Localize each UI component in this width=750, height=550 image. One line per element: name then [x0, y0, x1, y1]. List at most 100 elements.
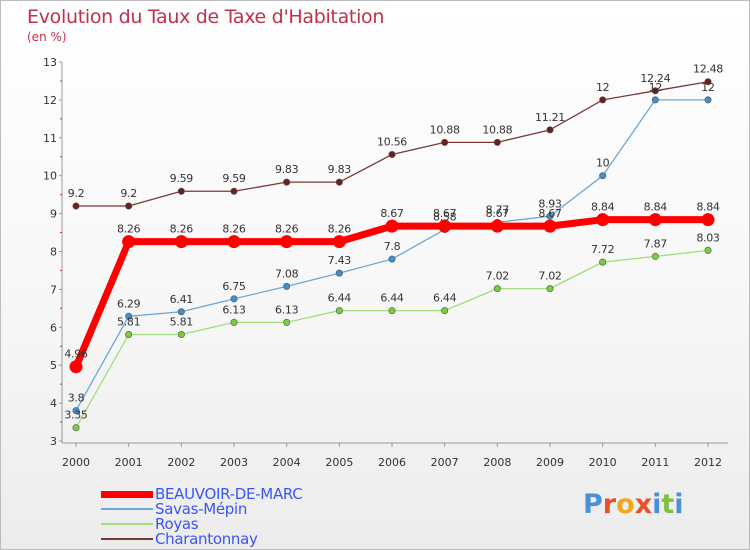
data-point: [441, 307, 449, 315]
data-label: 8.26: [222, 223, 246, 236]
data-point: [599, 172, 607, 180]
data-label: 6.44: [433, 292, 457, 305]
y-tick-label: 10: [43, 170, 57, 183]
data-point: [177, 331, 185, 339]
data-label: 5.81: [117, 316, 140, 329]
data-label: 7.02: [486, 270, 509, 283]
data-label: 6.13: [222, 303, 246, 316]
chart-title: Evolution du Taux de Taxe d'Habitation: [27, 6, 385, 28]
data-point: [125, 202, 133, 210]
data-point: [490, 219, 504, 233]
data-label: 10.88: [430, 123, 460, 136]
data-point: [125, 331, 133, 339]
data-point: [69, 360, 83, 374]
data-point: [651, 252, 659, 260]
data-label: 12: [649, 81, 662, 94]
data-point: [230, 318, 238, 326]
data-point: [648, 213, 662, 227]
legend-label: Savas-Mépin: [155, 500, 248, 518]
data-point: [72, 407, 80, 415]
data-point: [388, 255, 396, 263]
logo-letter: i: [674, 489, 684, 520]
legend-swatch: [101, 508, 153, 510]
data-label: 9.59: [170, 172, 194, 185]
x-tick-label: 2009: [536, 456, 564, 469]
y-tick-label: 9: [50, 208, 57, 221]
data-point: [332, 235, 346, 249]
y-tick-label: 5: [50, 359, 57, 372]
x-tick-label: 2010: [589, 456, 617, 469]
data-point: [283, 318, 291, 326]
data-label: 8.26: [117, 223, 141, 236]
y-tick-label: 6: [50, 321, 57, 334]
data-point: [388, 150, 396, 158]
data-label: 9.83: [328, 163, 352, 176]
data-point: [704, 246, 712, 254]
data-point: [543, 219, 557, 233]
data-label: 8.67: [538, 207, 562, 220]
data-point: [599, 258, 607, 266]
data-label: 7.72: [591, 243, 614, 256]
logo-letter: i: [652, 489, 662, 520]
data-label: 10.88: [482, 123, 512, 136]
legend-label: Charantonnay: [155, 530, 258, 548]
proxiti-logo: Proxiti: [583, 489, 684, 520]
legend-swatch: [101, 538, 153, 540]
data-point: [174, 235, 188, 249]
data-label: 8.84: [696, 201, 720, 214]
data-point: [335, 178, 343, 186]
data-label: 8.03: [696, 231, 720, 244]
data-label: 3.35: [64, 409, 88, 422]
data-label: 6.13: [275, 303, 299, 316]
data-label: 6.44: [380, 292, 404, 305]
data-label: 8.58: [433, 211, 457, 224]
data-point: [177, 187, 185, 195]
y-tick-label: 4: [50, 397, 57, 410]
data-point: [227, 235, 241, 249]
data-label: 6.29: [117, 297, 141, 310]
data-point: [230, 295, 238, 303]
data-label: 7.8: [384, 240, 401, 253]
x-tick-label: 2002: [167, 456, 195, 469]
data-label: 7.02: [538, 270, 561, 283]
logo-letter: o: [616, 489, 635, 520]
data-label: 9.83: [275, 163, 299, 176]
logo-letter: P: [583, 489, 603, 520]
legend-label: Royas: [155, 515, 199, 533]
data-label: 8.84: [644, 201, 668, 214]
data-label: 8.77: [486, 203, 510, 216]
data-point: [546, 212, 554, 220]
data-label: 8.26: [275, 223, 299, 236]
y-tick-label: 7: [50, 283, 57, 296]
data-label: 12: [596, 81, 609, 94]
data-point: [546, 126, 554, 134]
data-point: [596, 213, 610, 227]
data-point: [125, 312, 133, 320]
x-tick-label: 2003: [220, 456, 248, 469]
data-label: 6.75: [222, 280, 246, 293]
legend-swatch: [101, 491, 153, 498]
data-point: [335, 307, 343, 315]
x-tick-label: 2004: [273, 456, 301, 469]
data-point: [230, 187, 238, 195]
x-tick-label: 2011: [641, 456, 669, 469]
x-tick-label: 2005: [325, 456, 353, 469]
x-tick-label: 2001: [115, 456, 143, 469]
data-point: [546, 285, 554, 293]
data-label: 8.67: [380, 207, 404, 220]
x-tick-label: 2012: [694, 456, 722, 469]
x-tick-label: 2006: [378, 456, 406, 469]
data-label: 6.44: [328, 292, 352, 305]
data-point: [122, 235, 136, 249]
data-label: 12.48: [693, 63, 723, 76]
data-point: [388, 307, 396, 315]
data-label: 9.2: [120, 187, 137, 200]
data-label: 4.96: [64, 348, 88, 361]
x-tick-label: 2007: [431, 456, 459, 469]
data-label: 9.2: [68, 187, 85, 200]
data-point: [177, 308, 185, 316]
data-point: [701, 213, 715, 227]
data-point: [704, 96, 712, 104]
data-label: 12.24: [640, 72, 670, 85]
